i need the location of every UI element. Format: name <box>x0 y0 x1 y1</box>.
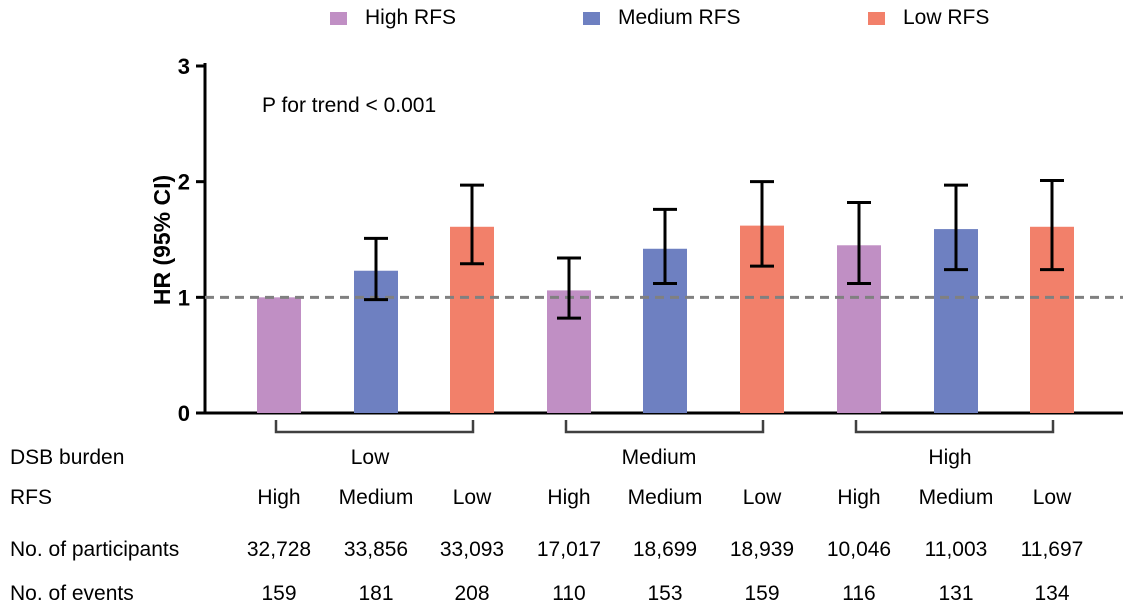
legend-swatch-low-rfs <box>868 11 885 25</box>
participants-cell: 33,856 <box>343 538 409 561</box>
rfs-cell: High <box>257 486 301 509</box>
rfs-cell: High <box>547 486 591 509</box>
participants-cell: 18,699 <box>632 538 698 561</box>
y-axis-title: HR (95% CI) <box>149 175 175 305</box>
rfs-cell: Low <box>1032 486 1072 509</box>
legend-label-low-rfs: Low RFS <box>903 6 990 29</box>
row-label-participants: No. of participants <box>10 538 180 561</box>
participants-cell: 11,003 <box>924 538 988 561</box>
rfs-cell: Medium <box>918 486 994 509</box>
p-trend-annotation: P for trend < 0.001 <box>262 94 436 117</box>
row-label-events: No. of events <box>10 582 134 605</box>
participants-cell: 17,017 <box>536 538 602 561</box>
group-label-high: High <box>928 446 972 469</box>
error-bar <box>460 183 484 266</box>
legend-item-low-rfs: Low RFS <box>868 6 989 30</box>
error-bar <box>557 256 581 320</box>
y-tick-label: 0 <box>178 401 190 426</box>
error-bar <box>364 236 388 302</box>
row-label-dsb-burden: DSB burden <box>10 446 125 469</box>
participants-cell: 33,093 <box>439 538 505 561</box>
legend-item-medium-rfs: Medium RFS <box>583 6 741 30</box>
events-cell: 134 <box>1034 582 1070 605</box>
events-cell: 110 <box>552 582 586 605</box>
rfs-cell: Low <box>742 486 782 509</box>
rfs-cell: Medium <box>338 486 414 509</box>
error-bar <box>653 207 677 285</box>
error-bar <box>1040 179 1064 272</box>
group-label-medium: Medium <box>621 446 697 469</box>
events-cell: 159 <box>744 582 780 605</box>
y-tick-label: 1 <box>178 285 190 310</box>
participants-cell: 32,728 <box>246 538 312 561</box>
events-cell: 131 <box>938 582 974 605</box>
legend-label-high-rfs: High RFS <box>365 6 457 29</box>
group-bracket <box>274 420 475 434</box>
error-bar <box>847 200 871 285</box>
group-label-low: Low <box>350 446 390 469</box>
participants-cell: 11,697 <box>1020 538 1084 561</box>
y-tick-label: 3 <box>178 54 190 79</box>
rfs-cell: Medium <box>627 486 703 509</box>
group-bracket <box>564 420 765 434</box>
events-cell: 208 <box>454 582 490 605</box>
events-cell: 116 <box>842 582 876 605</box>
error-bar <box>750 180 774 268</box>
participants-cell: 10,046 <box>826 538 892 561</box>
events-cell: 159 <box>261 582 297 605</box>
events-cell: 153 <box>647 582 683 605</box>
legend-swatch-high-rfs <box>330 11 347 25</box>
events-cell: 181 <box>358 582 394 605</box>
error-bar <box>944 183 968 272</box>
row-label-rfs: RFS <box>10 486 52 509</box>
hr-bar-chart: HR (95% CI) P for trend < 0.001 0 1 2 3 <box>149 54 1123 434</box>
legend-label-medium-rfs: Medium RFS <box>618 6 741 29</box>
group-bracket <box>854 420 1055 434</box>
participants-cell: 18,939 <box>729 538 795 561</box>
bar <box>257 297 301 413</box>
rfs-cell: High <box>837 486 881 509</box>
legend-swatch-medium-rfs <box>583 11 600 25</box>
legend-item-high-rfs: High RFS <box>330 6 456 30</box>
y-tick-label: 2 <box>178 170 190 195</box>
rfs-cell: Low <box>452 486 492 509</box>
